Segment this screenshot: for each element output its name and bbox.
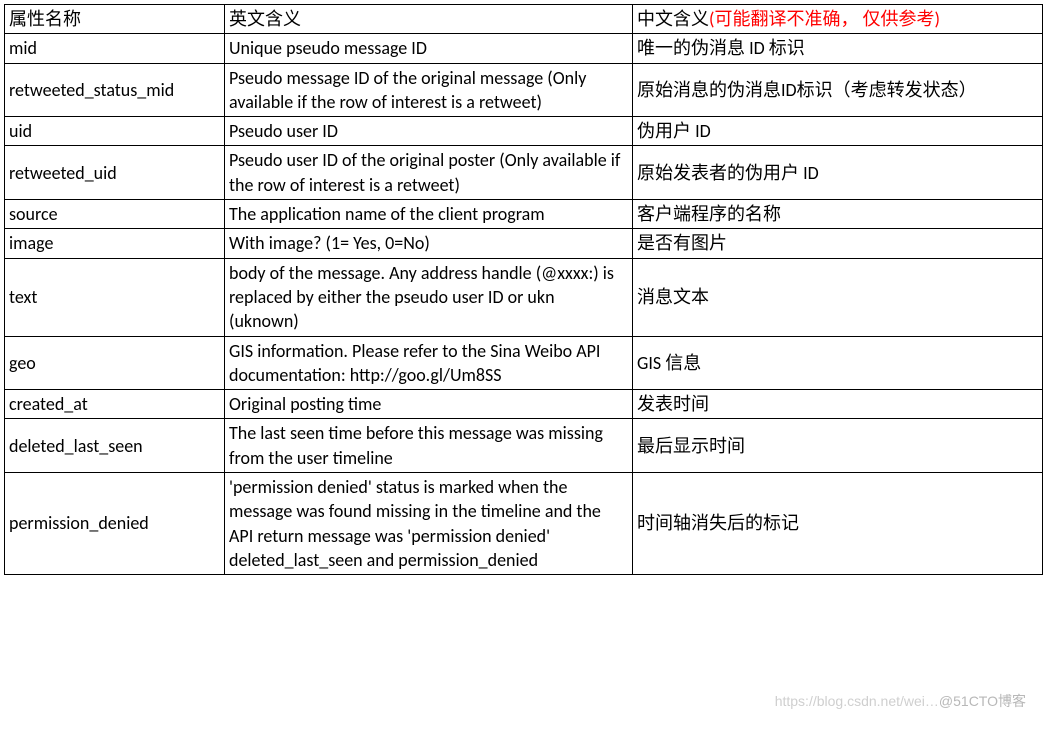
cell-en: Unique pseudo message ID <box>225 34 633 63</box>
table-row: geoGIS information. Please refer to the … <box>5 336 1043 390</box>
cell-en: Pseudo message ID of the original messag… <box>225 63 633 117</box>
cell-zh: 消息文本 <box>633 258 1043 336</box>
cell-en: Pseudo user ID of the original poster (O… <box>225 146 633 200</box>
cell-attr: geo <box>5 336 225 390</box>
header-en: 英文含义 <box>225 5 633 34</box>
cell-attr: retweeted_status_mid <box>5 63 225 117</box>
table-row: deleted_last_seenThe last seen time befo… <box>5 419 1043 473</box>
table-row: retweeted_uidPseudo user ID of the origi… <box>5 146 1043 200</box>
cell-attr: text <box>5 258 225 336</box>
header-zh-prefix: 中文含义 <box>637 8 709 30</box>
cell-zh: 唯一的伪消息 ID 标识 <box>633 34 1043 63</box>
cell-en: The application name of the client progr… <box>225 200 633 229</box>
cell-zh: 客户端程序的名称 <box>633 200 1043 229</box>
attributes-table: 属性名称 英文含义 中文含义(可能翻译不准确， 仅供参考) midUnique … <box>4 4 1043 575</box>
cell-attr: retweeted_uid <box>5 146 225 200</box>
cell-zh: 发表时间 <box>633 390 1043 419</box>
cell-zh: 原始发表者的伪用户 ID <box>633 146 1043 200</box>
cell-en: With image? (1= Yes, 0=No) <box>225 229 633 258</box>
cell-en: body of the message. Any address handle … <box>225 258 633 336</box>
table-row: midUnique pseudo message ID唯一的伪消息 ID 标识 <box>5 34 1043 63</box>
cell-attr: source <box>5 200 225 229</box>
cell-en: GIS information. Please refer to the Sin… <box>225 336 633 390</box>
cell-en: 'permission denied' status is marked whe… <box>225 473 633 575</box>
cell-attr: image <box>5 229 225 258</box>
table-row: retweeted_status_midPseudo message ID of… <box>5 63 1043 117</box>
table-row: sourceThe application name of the client… <box>5 200 1043 229</box>
cell-zh: 时间轴消失后的标记 <box>633 473 1043 575</box>
watermark: https://blog.csdn.net/wei…@51CTO博客 <box>775 691 1026 711</box>
cell-attr: mid <box>5 34 225 63</box>
cell-en: Original posting time <box>225 390 633 419</box>
cell-en: Pseudo user ID <box>225 117 633 146</box>
header-attr: 属性名称 <box>5 5 225 34</box>
header-zh: 中文含义(可能翻译不准确， 仅供参考) <box>633 5 1043 34</box>
cell-zh: GIS 信息 <box>633 336 1043 390</box>
watermark-left: https://blog.csdn.net/wei… <box>775 693 939 709</box>
cell-attr: uid <box>5 117 225 146</box>
cell-attr: permission_denied <box>5 473 225 575</box>
table-row: permission_denied'permission denied' sta… <box>5 473 1043 575</box>
cell-attr: created_at <box>5 390 225 419</box>
table-row: imageWith image? (1= Yes, 0=No)是否有图片 <box>5 229 1043 258</box>
table-row: created_atOriginal posting time发表时间 <box>5 390 1043 419</box>
cell-zh: 伪用户 ID <box>633 117 1043 146</box>
cell-zh: 原始消息的伪消息ID标识（考虑转发状态） <box>633 63 1043 117</box>
cell-en: The last seen time before this message w… <box>225 419 633 473</box>
cell-zh: 是否有图片 <box>633 229 1043 258</box>
cell-attr: deleted_last_seen <box>5 419 225 473</box>
header-zh-note: (可能翻译不准确， 仅供参考) <box>709 8 940 30</box>
cell-zh: 最后显示时间 <box>633 419 1043 473</box>
table-row: textbody of the message. Any address han… <box>5 258 1043 336</box>
watermark-right: @51CTO博客 <box>939 693 1026 709</box>
table-row: uidPseudo user ID伪用户 ID <box>5 117 1043 146</box>
table-header-row: 属性名称 英文含义 中文含义(可能翻译不准确， 仅供参考) <box>5 5 1043 34</box>
